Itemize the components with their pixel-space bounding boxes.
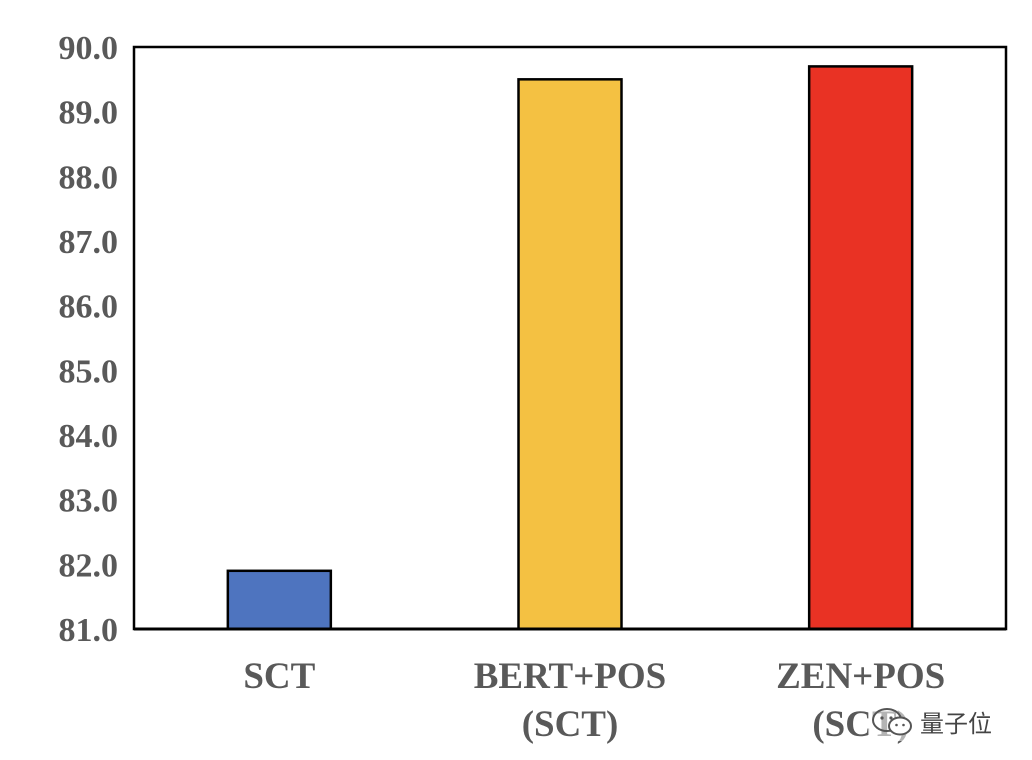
x-category-label: ZEN+POS <box>776 656 945 697</box>
y-tick-label: 90.0 <box>59 30 119 67</box>
y-tick-label: 83.0 <box>59 483 119 520</box>
y-axis-ticks: 81.0 82.0 83.0 84.0 85.0 86.0 87.0 88.0 89.0 90.0 <box>59 30 119 649</box>
y-tick-label: 84.0 <box>59 418 119 455</box>
bar <box>517 78 623 631</box>
bar <box>226 569 333 631</box>
y-tick-label: 87.0 <box>59 224 119 261</box>
y-tick-label: 88.0 <box>59 159 119 196</box>
y-tick-label: 81.0 <box>59 612 119 649</box>
x-axis-labels: SCT BERT+POS(SCT)ZEN+POS(SCT) <box>243 656 945 745</box>
y-tick-label: 89.0 <box>59 95 119 132</box>
bars <box>226 65 914 631</box>
y-tick-label: 85.0 <box>59 353 119 390</box>
wechat-icon <box>872 707 912 735</box>
watermark-text: 量子位 <box>920 710 992 738</box>
bar <box>807 65 914 631</box>
x-category-label: BERT+POS <box>474 656 667 697</box>
y-tick-label: 82.0 <box>59 547 119 584</box>
x-category-label: SCT <box>243 656 315 697</box>
x-category-label: (SCT) <box>522 704 619 745</box>
watermark: 量子位 <box>868 702 998 741</box>
y-tick-label: 86.0 <box>59 289 119 326</box>
